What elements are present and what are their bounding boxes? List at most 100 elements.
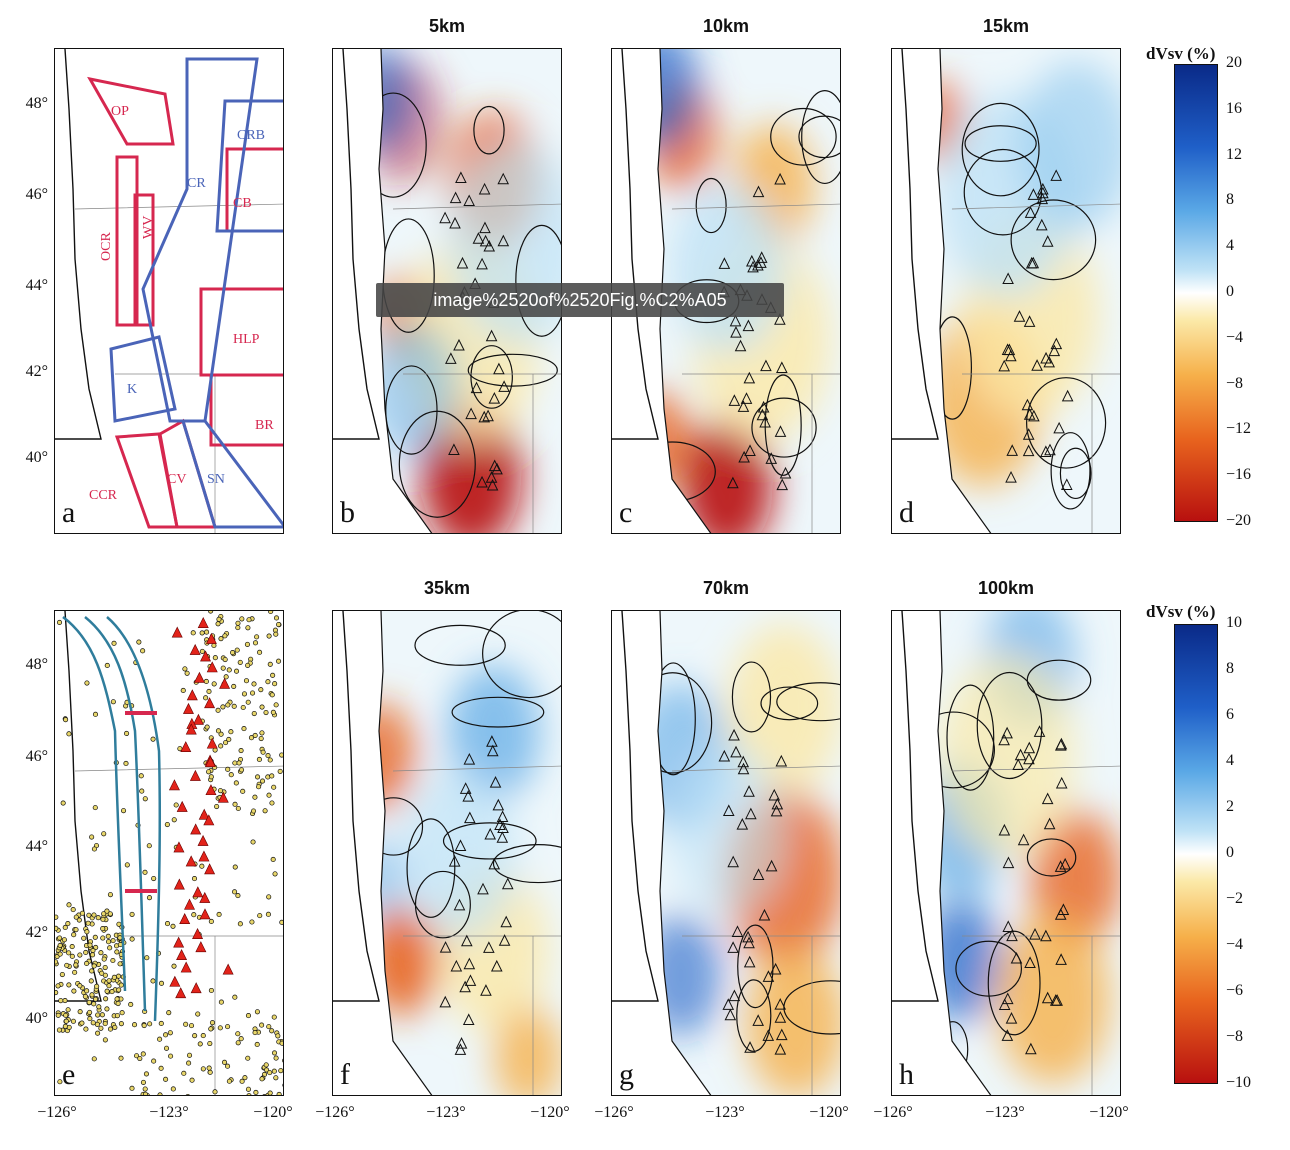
earthquake-dots — [55, 611, 283, 1095]
region-br — [209, 373, 283, 447]
lon-label-126-g: −126° — [594, 1104, 634, 1121]
lat-label-42-bottom: 42° — [25, 924, 48, 941]
colorbar-bottom-tick: −6 — [1226, 982, 1244, 999]
map-frame: OP OCR WV CB HLP BR CV CCR CRB CR K SN — [54, 48, 284, 534]
region-ocr — [115, 155, 139, 327]
region-ccr — [114, 432, 179, 529]
volcano-markers — [168, 616, 234, 999]
lon-label-126-e: −126° — [37, 1104, 77, 1121]
lon-label-126-h: −126° — [873, 1104, 913, 1121]
region-op — [87, 76, 175, 146]
panel-letter: d — [899, 496, 914, 529]
lon-label-126-f: −126° — [315, 1104, 355, 1121]
panel-letter: e — [62, 1058, 76, 1091]
tomography-map — [892, 611, 1120, 1095]
lon-label-120-g: −120° — [809, 1104, 849, 1121]
lon-label-123-h: −123° — [985, 1104, 1025, 1121]
colorbar-bottom-tick: −8 — [1226, 1028, 1244, 1045]
colorbar-top-tick: 16 — [1226, 99, 1242, 117]
colorbar-bottom-tick: 4 — [1226, 752, 1234, 769]
region-label-cr: CR — [187, 176, 206, 191]
panel-h: 100km h — [891, 578, 1121, 1096]
lat-label-40-top: 40° — [25, 449, 48, 466]
colorbar-bottom-tick: 10 — [1226, 614, 1242, 631]
seismicity-map — [55, 611, 283, 1095]
colorbar-bottom-tick: −4 — [1226, 936, 1244, 953]
region-label-k: K — [127, 382, 137, 397]
panel-letter: c — [619, 496, 633, 529]
tomography-map — [333, 611, 561, 1095]
region-crb — [215, 99, 283, 233]
map-frame — [332, 610, 562, 1096]
colorbar-bottom — [1174, 624, 1218, 1084]
panel-letter: b — [340, 496, 355, 529]
colorbar-top-title: dVsv (%) — [1146, 44, 1216, 63]
region-sn — [180, 419, 283, 529]
colorbar-bottom-tick: 2 — [1226, 798, 1234, 815]
lat-label-40-bottom: 40° — [25, 1010, 48, 1027]
coastline-line — [55, 611, 102, 1002]
coastline-line — [55, 49, 102, 440]
lat-label-46-bottom: 46° — [25, 748, 48, 765]
colorbar-top-tick: −12 — [1226, 420, 1252, 438]
map-frame — [54, 610, 284, 1096]
depth-title: 10km — [702, 16, 750, 36]
depth-title: 5km — [428, 16, 466, 36]
colorbar-top-tick: −16 — [1226, 466, 1252, 484]
map-frame — [891, 48, 1121, 534]
colorbar-top — [1174, 64, 1218, 522]
colorbar-bottom-tick: 0 — [1226, 844, 1234, 861]
colorbar-bottom-tick: 6 — [1226, 706, 1234, 723]
image-tooltip: image%2520of%2520Fig.%C2%A05 — [376, 283, 784, 317]
panel-a: OP OCR WV CB HLP BR CV CCR CRB CR K SN a — [54, 48, 284, 534]
lon-label-120-f: −120° — [530, 1104, 570, 1121]
lon-label-120-h: −120° — [1089, 1104, 1129, 1121]
region-label-ccr: CCR — [89, 488, 118, 503]
panel-letter: f — [340, 1058, 350, 1091]
region-label-cb: CB — [233, 196, 252, 211]
panel-d: 15km d — [891, 16, 1121, 534]
lon-label-123-g: −123° — [705, 1104, 745, 1121]
lat-label-44-bottom: 44° — [25, 838, 48, 855]
slab-contour-3 — [106, 616, 162, 1022]
colorbar-top-tick: 12 — [1226, 145, 1242, 163]
tomography-map — [612, 611, 840, 1095]
colorbar-bottom-tick: 8 — [1226, 660, 1234, 677]
map-frame — [611, 610, 841, 1096]
panel-letter: h — [899, 1058, 914, 1091]
region-label-cv: CV — [167, 472, 186, 487]
region-label-br: BR — [255, 418, 274, 433]
colorbar-bottom-title: dVsv (%) — [1146, 602, 1216, 621]
lat-label-42-top: 42° — [25, 363, 48, 380]
colorbar-bottom-tick: −2 — [1226, 890, 1244, 907]
region-label-crb: CRB — [237, 128, 265, 143]
lat-label-46-top: 46° — [25, 186, 48, 203]
slab-contour-2 — [84, 616, 147, 1012]
panel-letter: g — [619, 1058, 634, 1091]
panel-e: e — [54, 610, 284, 1096]
region-wv — [133, 193, 155, 327]
depth-title: 70km — [702, 578, 750, 598]
lon-label-123-f: −123° — [426, 1104, 466, 1121]
depth-title: 35km — [423, 578, 471, 598]
region-label-ocr: OCR — [99, 232, 114, 261]
lat-label-48-bottom: 48° — [25, 656, 48, 673]
region-map: OP OCR WV CB HLP BR CV CCR CRB CR K SN — [55, 49, 283, 533]
region-label-op: OP — [111, 104, 129, 119]
panel-f: 35km f — [332, 578, 562, 1096]
region-label-wv: WV — [141, 216, 156, 239]
region-cr — [141, 57, 259, 423]
colorbar-top-tick: 20 — [1226, 54, 1242, 71]
panel-letter: a — [62, 496, 76, 529]
colorbar-top-tick: 4 — [1226, 237, 1234, 255]
depth-title: 100km — [977, 578, 1035, 598]
region-k — [109, 335, 177, 423]
colorbar-top-tick: −4 — [1226, 328, 1244, 346]
lat-label-44-top: 44° — [25, 277, 48, 294]
colorbar-top-tick: 8 — [1226, 191, 1234, 209]
tomography-map — [892, 49, 1120, 533]
lon-label-120-e: −120° — [253, 1104, 293, 1121]
coastline — [55, 49, 135, 533]
colorbar-top-tick: −20 — [1226, 512, 1252, 529]
